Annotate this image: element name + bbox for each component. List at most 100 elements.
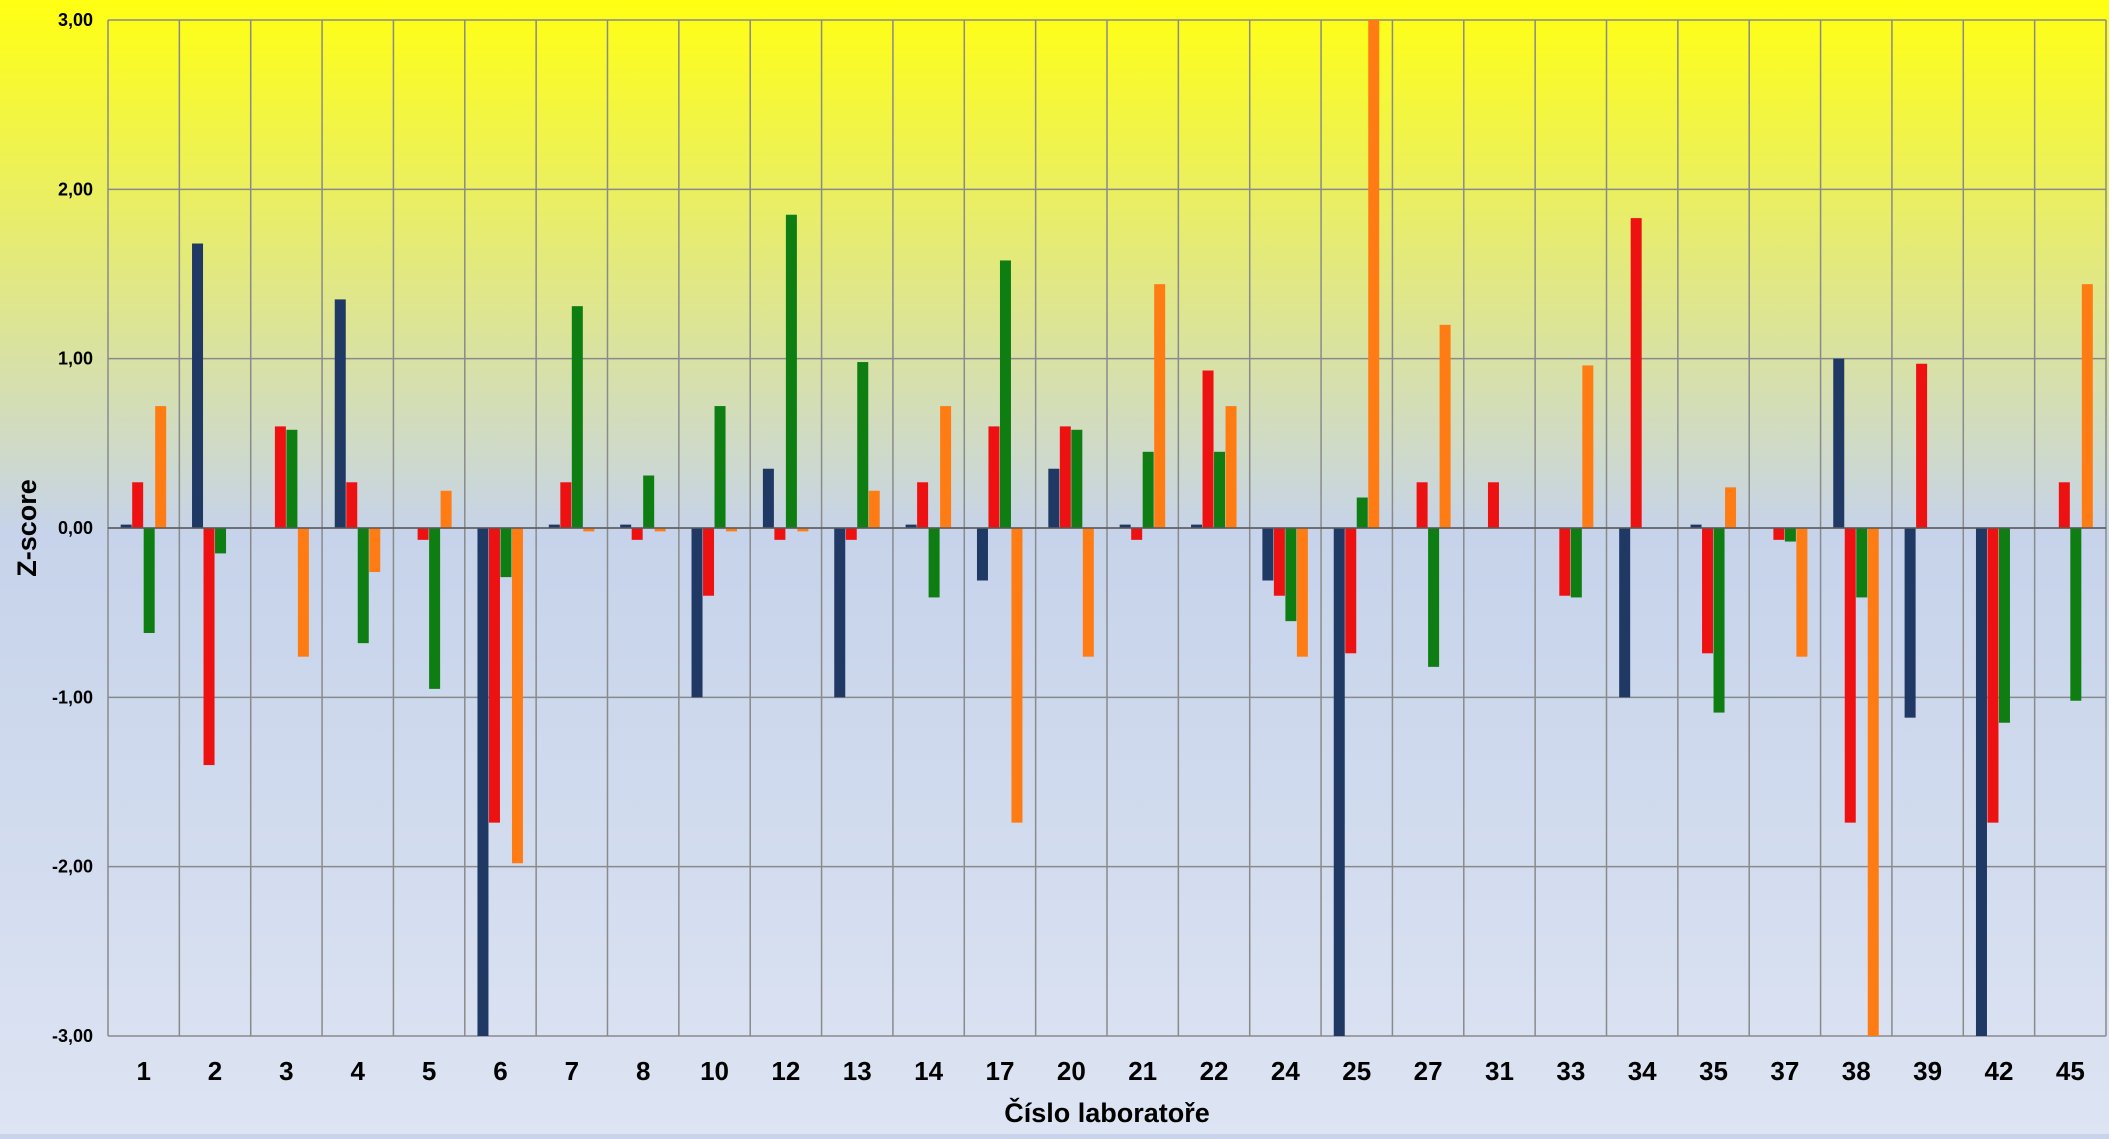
bar-series2-lab-12 (774, 528, 786, 540)
x-tick-label: 1 (136, 1056, 150, 1086)
bar-series3-lab-6 (500, 528, 512, 578)
bar-series2-lab-6 (488, 528, 500, 823)
bar-series1-lab-22 (1191, 524, 1203, 528)
x-tick-label: 13 (843, 1056, 872, 1086)
bar-series1-lab-14 (905, 524, 917, 528)
x-tick-label: 42 (1985, 1056, 2014, 1086)
bar-series1-lab-10 (691, 528, 703, 698)
x-tick-label: 2 (208, 1056, 222, 1086)
bar-series3-lab-2 (215, 528, 227, 554)
bar-series1-lab-17 (976, 528, 988, 581)
bar-series3-lab-22 (1214, 451, 1226, 528)
bar-series3-lab-24 (1285, 528, 1297, 622)
bar-series2-lab-10 (703, 528, 715, 596)
y-tick-label: 0,00 (58, 518, 93, 538)
bar-series2-lab-17 (988, 426, 1000, 528)
bar-series2-lab-21 (1131, 528, 1143, 540)
bar-series4-lab-5 (440, 490, 452, 528)
bar-series2-lab-38 (1844, 528, 1856, 823)
bar-series4-lab-7 (583, 528, 595, 532)
bar-series3-lab-10 (714, 406, 726, 528)
bar-series3-lab-1 (143, 528, 155, 633)
bar-series4-lab-13 (868, 490, 880, 528)
bar-series4-lab-27 (1439, 324, 1451, 528)
bar-series2-lab-24 (1273, 528, 1285, 596)
bar-series3-lab-12 (785, 214, 797, 528)
x-tick-label: 14 (914, 1056, 943, 1086)
bar-series3-lab-5 (429, 528, 441, 689)
x-tick-label: 38 (1842, 1056, 1871, 1086)
bar-series1-lab-12 (762, 468, 774, 528)
bars (120, 20, 2093, 1036)
bar-series3-lab-21 (1142, 451, 1154, 528)
bar-series4-lab-45 (2081, 284, 2093, 528)
bar-series4-lab-20 (1082, 528, 1094, 657)
bar-series4-lab-33 (1582, 365, 1594, 528)
bar-series3-lab-25 (1356, 497, 1368, 528)
x-tick-label: 20 (1057, 1056, 1086, 1086)
bar-series4-lab-25 (1368, 20, 1380, 528)
bar-series3-lab-7 (571, 306, 583, 528)
bar-series3-lab-4 (357, 528, 369, 644)
bar-series2-lab-33 (1559, 528, 1571, 596)
bar-series3-lab-14 (928, 528, 940, 598)
x-tick-label: 22 (1200, 1056, 1229, 1086)
x-tick-label: 33 (1556, 1056, 1585, 1086)
bar-series1-lab-42 (1975, 528, 1987, 1036)
bar-series3-lab-20 (1071, 429, 1083, 528)
bar-series3-lab-38 (1856, 528, 1868, 598)
bar-series1-lab-6 (477, 528, 489, 1036)
bar-series2-lab-45 (2058, 482, 2070, 528)
bar-series4-lab-10 (726, 528, 738, 532)
bar-series1-lab-34 (1619, 528, 1631, 698)
x-tick-label: 27 (1414, 1056, 1443, 1086)
bar-series4-lab-17 (1011, 528, 1023, 823)
bar-series4-lab-6 (511, 528, 523, 864)
bar-series2-lab-14 (917, 482, 929, 528)
x-tick-label: 37 (1770, 1056, 1799, 1086)
x-tick-label: 10 (700, 1056, 729, 1086)
bar-series2-lab-8 (631, 528, 643, 540)
x-tick-label: 45 (2056, 1056, 2085, 1086)
y-axis-tick-labels: 3,00 2,00 1,00 0,00 -1,00 -2,00 -3,00 (52, 10, 93, 1046)
x-tick-label: 25 (1342, 1056, 1371, 1086)
bar-series4-lab-4 (369, 528, 381, 573)
bar-series4-lab-12 (797, 528, 809, 532)
bar-series2-lab-39 (1916, 363, 1928, 528)
bar-series2-lab-13 (845, 528, 857, 540)
x-axis-tick-labels: 1 2 3 4 5 6 7 8 10 12 13 14 17 20 21 22 24 25 27 31 33 34 35 37… (136, 1056, 2084, 1086)
bar-series1-lab-21 (1119, 524, 1131, 528)
bar-series2-lab-34 (1630, 218, 1642, 528)
bar-series4-lab-22 (1225, 406, 1237, 528)
bar-series1-lab-39 (1904, 528, 1916, 718)
bar-series2-lab-22 (1202, 370, 1214, 528)
bar-series2-lab-27 (1416, 482, 1428, 528)
bar-series2-lab-42 (1987, 528, 1999, 823)
bar-series1-lab-7 (548, 524, 560, 528)
bar-series4-lab-14 (940, 406, 952, 528)
bar-series3-lab-42 (1998, 528, 2010, 723)
bar-series2-lab-37 (1773, 528, 1785, 540)
bar-series2-lab-2 (203, 528, 215, 766)
x-tick-label: 34 (1628, 1056, 1657, 1086)
bar-series4-lab-8 (654, 528, 666, 532)
bar-series1-lab-13 (834, 528, 846, 698)
bar-series1-lab-25 (1333, 528, 1345, 1036)
y-tick-label: -2,00 (52, 857, 93, 877)
y-tick-label: 1,00 (58, 349, 93, 369)
bar-series1-lab-1 (120, 524, 132, 528)
x-tick-label: 17 (986, 1056, 1015, 1086)
x-tick-label: 21 (1128, 1056, 1157, 1086)
x-tick-label: 24 (1271, 1056, 1300, 1086)
bar-series3-lab-45 (2070, 528, 2082, 701)
bar-series2-lab-4 (346, 482, 358, 528)
bar-series3-lab-27 (1428, 528, 1440, 667)
bar-series2-lab-25 (1345, 528, 1357, 654)
x-tick-label: 3 (279, 1056, 293, 1086)
y-tick-label: -3,00 (52, 1026, 93, 1046)
bar-series2-lab-7 (560, 482, 572, 528)
x-tick-label: 7 (565, 1056, 579, 1086)
